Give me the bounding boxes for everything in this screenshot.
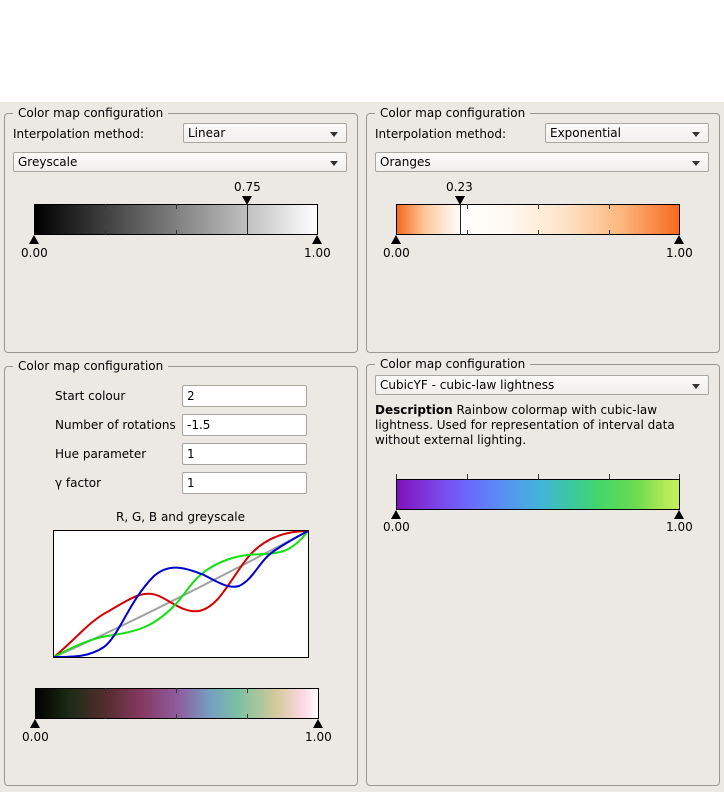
max-handle[interactable] xyxy=(312,235,322,244)
description-heading: Description xyxy=(375,403,453,417)
plot-title: R, G, B and greyscale xyxy=(116,510,246,524)
blue-curve xyxy=(54,531,308,657)
bar-tick xyxy=(538,474,539,479)
chevron-down-icon xyxy=(692,384,700,389)
min-handle[interactable] xyxy=(391,235,401,244)
rotations-label: Number of rotations xyxy=(55,418,176,432)
min-handle[interactable] xyxy=(391,510,401,519)
rgb-plot-svg xyxy=(54,531,308,657)
start-colour-value: 2 xyxy=(187,389,195,403)
gamma-input[interactable]: 1 xyxy=(182,472,307,494)
bar-tick xyxy=(176,230,177,235)
colormap-value: CubicYF - cubic-law lightness xyxy=(380,378,555,392)
gamma-value: 1 xyxy=(187,476,195,490)
green-curve xyxy=(54,531,308,657)
bar-tick xyxy=(105,204,106,209)
marker-handle[interactable] xyxy=(455,196,465,205)
colormap-bar xyxy=(396,479,680,510)
max-value-label: 1.00 xyxy=(304,246,331,260)
colormap-value: Oranges xyxy=(380,155,431,169)
hue-label: Hue parameter xyxy=(55,447,147,461)
min-value-label: 0.00 xyxy=(22,730,49,744)
colormap-description: Description Rainbow colormap with cubic-… xyxy=(375,403,705,448)
rgb-plot xyxy=(53,530,309,658)
colormap-select[interactable]: Greyscale xyxy=(13,152,347,172)
interpolation-label: Interpolation method: xyxy=(375,127,506,141)
interpolation-select[interactable]: Exponential xyxy=(545,123,709,143)
colormap-select[interactable]: CubicYF - cubic-law lightness xyxy=(375,375,709,395)
max-value-label: 1.00 xyxy=(666,520,693,534)
colormap-select[interactable]: Oranges xyxy=(375,152,709,172)
start-colour-input[interactable]: 2 xyxy=(182,385,307,407)
group-title: Color map configuration xyxy=(13,358,169,374)
bar-tick xyxy=(467,204,468,209)
max-value-label: 1.00 xyxy=(305,730,332,744)
rotations-value: -1.5 xyxy=(187,418,211,432)
colormap-value: Greyscale xyxy=(18,155,78,169)
bar-tick xyxy=(105,714,106,719)
chevron-down-icon xyxy=(692,132,700,137)
bar-tick xyxy=(105,688,106,693)
colormap-group-2: Color map configuration xyxy=(366,105,720,353)
bar-tick xyxy=(609,204,610,209)
rotations-input[interactable]: -1.5 xyxy=(182,414,307,436)
hue-input[interactable]: 1 xyxy=(182,443,307,465)
chevron-down-icon xyxy=(330,132,338,137)
max-handle[interactable] xyxy=(674,510,684,519)
bar-tick xyxy=(247,714,248,719)
bar-tick xyxy=(105,230,106,235)
gamma-label: γ factor xyxy=(55,476,102,490)
colormap-bar xyxy=(35,688,319,719)
bar-tick xyxy=(176,688,177,693)
description-text: Rainbow colormap with cubic-law lightnes… xyxy=(375,403,675,447)
interpolation-value: Linear xyxy=(188,126,226,140)
colormap-group-3: Color map configuration xyxy=(4,358,358,786)
bar-tick xyxy=(176,714,177,719)
bar-tick xyxy=(609,474,610,479)
bar-tick xyxy=(679,474,680,479)
bar-tick xyxy=(176,204,177,209)
min-value-label: 0.00 xyxy=(383,246,410,260)
max-value-label: 1.00 xyxy=(666,246,693,260)
red-curve xyxy=(54,531,308,657)
interpolation-select[interactable]: Linear xyxy=(183,123,347,143)
chevron-down-icon xyxy=(330,161,338,166)
bar-tick xyxy=(609,230,610,235)
interpolation-label: Interpolation method: xyxy=(13,127,144,141)
group-title: Color map configuration xyxy=(13,105,169,121)
chevron-down-icon xyxy=(692,161,700,166)
group-title: Color map configuration xyxy=(375,356,531,372)
start-colour-label: Start colour xyxy=(55,389,126,403)
bar-tick xyxy=(467,474,468,479)
max-handle[interactable] xyxy=(674,235,684,244)
marker-value-label: 0.23 xyxy=(446,180,473,194)
marker-value-label: 0.75 xyxy=(234,180,261,194)
hue-value: 1 xyxy=(187,447,195,461)
interpolation-value: Exponential xyxy=(550,126,621,140)
bar-tick xyxy=(538,230,539,235)
marker-line xyxy=(247,204,248,235)
bar-tick xyxy=(396,474,397,479)
min-handle[interactable] xyxy=(30,719,40,728)
min-value-label: 0.00 xyxy=(383,520,410,534)
bar-tick xyxy=(538,204,539,209)
colormap-group-1: Color map configuration xyxy=(4,105,358,353)
group-title: Color map configuration xyxy=(375,105,531,121)
marker-handle[interactable] xyxy=(242,196,252,205)
min-value-label: 0.00 xyxy=(21,246,48,260)
min-handle[interactable] xyxy=(29,235,39,244)
bar-tick xyxy=(467,230,468,235)
max-handle[interactable] xyxy=(313,719,323,728)
marker-line xyxy=(460,204,461,235)
colormap-group-4: Color map configuration xyxy=(366,356,720,786)
bar-tick xyxy=(247,688,248,693)
grey-curve xyxy=(54,531,308,657)
